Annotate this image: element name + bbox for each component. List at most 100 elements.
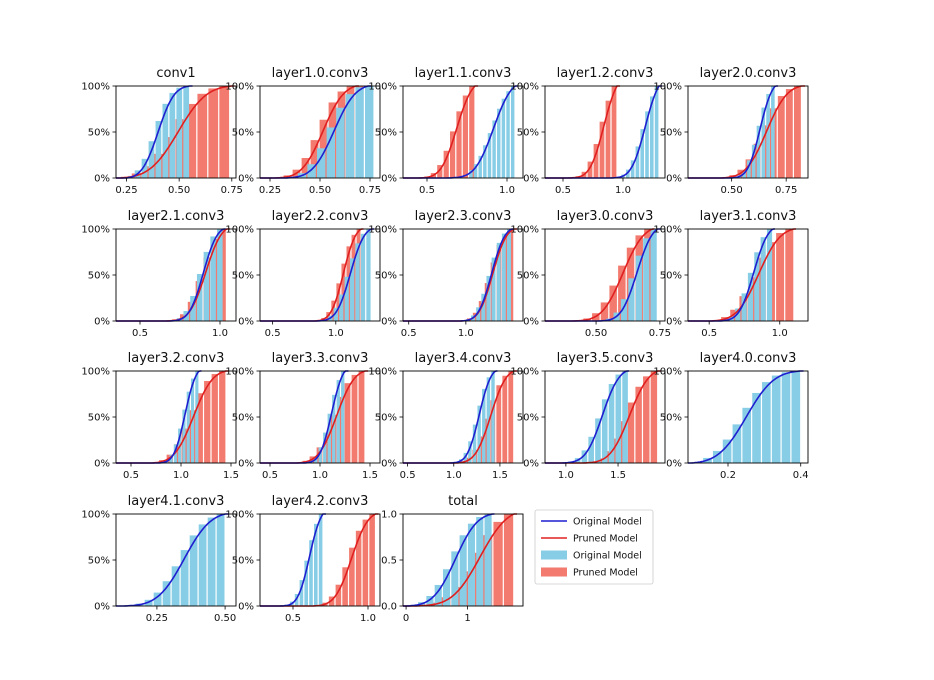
y-tick-label: 0%: [666, 317, 682, 328]
pruned-model-bar: [337, 396, 344, 463]
original-model-bar: [766, 93, 770, 178]
y-tick-label: 0%: [238, 602, 254, 613]
y-tick-label: 0%: [381, 459, 397, 470]
x-tick-label: 0.75: [649, 328, 671, 339]
original-model-bar: [309, 540, 313, 606]
y-tick-label: 50%: [660, 413, 682, 424]
pruned-model-bar: [777, 96, 785, 178]
original-model-bar: [344, 276, 349, 321]
original-model-bar: [366, 229, 371, 321]
x-tick-label: 0.5: [285, 613, 301, 624]
pruned-model-bar: [443, 150, 449, 178]
original-model-bar: [497, 108, 501, 178]
y-tick-label: 100%: [510, 367, 539, 378]
pruned-model-bar: [478, 301, 484, 321]
original-model-bar: [336, 380, 340, 463]
pruned-model-bar: [635, 386, 642, 463]
original-model-bar: [162, 581, 171, 606]
original-model-bar: [487, 133, 492, 178]
pruned-model-bar: [336, 283, 341, 321]
original-model-bar: [741, 293, 747, 321]
y-tick-label: 0%: [666, 459, 682, 470]
subplot-title: layer2.3.conv3: [415, 209, 512, 224]
y-tick-label: 0.5: [381, 556, 397, 567]
subplot-layer3.1.conv3: layer3.1.conv3 0% 50% 100% 0.5 1.0: [653, 209, 809, 339]
original-model-bar: [754, 252, 760, 321]
x-tick-label: 1.0: [328, 328, 344, 339]
pruned-model-bar: [437, 165, 443, 178]
x-tick-label: 0.25: [146, 613, 168, 624]
original-model-bar: [360, 233, 366, 321]
original-model-bar: [484, 514, 492, 606]
y-tick-label: 100%: [368, 82, 397, 93]
subplot-conv1: conv1 0% 50% 100% 0.25 0.50 0.75: [81, 66, 243, 196]
original-model-bar: [640, 129, 644, 178]
pruned-model-bar: [331, 300, 336, 321]
subplot-layer3.5.conv3: layer3.5.conv3 0% 50% 100% 1.0 1.5: [510, 351, 666, 481]
original-model-bar: [463, 452, 468, 463]
pruned-model-bar: [335, 584, 342, 606]
x-tick-label: 0.25: [259, 185, 281, 196]
original-model-line: [688, 370, 804, 464]
x-tick-label: 0.5: [262, 470, 278, 481]
y-tick-label: 50%: [88, 556, 110, 567]
original-model-bar: [712, 450, 722, 463]
pruned-model-bar: [358, 371, 365, 463]
subplot-title: conv1: [156, 66, 195, 81]
pruned-model-bar: [196, 393, 203, 463]
pruned-model-bar: [349, 547, 355, 606]
x-tick-label: 0.50: [214, 613, 236, 624]
original-model-bar: [345, 94, 355, 178]
original-model-bar: [350, 258, 355, 321]
original-model-bar: [771, 375, 781, 463]
pruned-model-bar: [793, 86, 801, 178]
subplot-layer1.0.conv3: layer1.0.conv3 0% 50% 100% 0.25 0.50 0.75: [225, 66, 381, 196]
pruned-model-bar: [587, 161, 593, 178]
original-model-bar: [626, 169, 630, 178]
pruned-model-bar: [493, 521, 503, 606]
subplot-title: layer3.1.conv3: [700, 209, 797, 224]
y-tick-label: 100%: [81, 510, 110, 521]
y-tick-label: 0%: [94, 174, 110, 185]
original-model-bar: [326, 127, 335, 178]
original-model-bar: [182, 409, 186, 463]
original-model-bar: [355, 87, 364, 178]
legend-pruned-bar-label: Pruned Model: [573, 568, 638, 579]
original-model-bar: [588, 436, 594, 463]
original-model-bar: [491, 371, 495, 463]
subplot-layer1.1.conv3: layer1.1.conv3 0% 50% 100% 0.5 1.0: [368, 66, 524, 196]
original-model-bar: [153, 592, 162, 606]
pruned-model-bar: [508, 371, 514, 463]
pruned-model-bar: [605, 100, 611, 178]
original-model-bar: [216, 514, 225, 606]
pruned-model-bar: [355, 530, 362, 606]
pruned-model-bar: [462, 95, 468, 178]
pruned-model-bar: [174, 444, 181, 463]
legend-pruned-line-label: Pruned Model: [573, 534, 638, 545]
original-model-bar: [459, 535, 467, 606]
subplot-title: layer3.3.conv3: [272, 351, 369, 366]
x-tick-label: 1.0: [446, 470, 462, 481]
pruned-model-bar: [456, 111, 462, 178]
pruned-model-bar: [600, 302, 609, 321]
original-model-bar: [622, 371, 628, 463]
original-model-bar: [650, 229, 657, 321]
original-model-bar: [333, 307, 338, 321]
original-model-bar: [294, 594, 299, 606]
y-tick-label: 0%: [523, 317, 539, 328]
x-tick-label: 0.75: [775, 185, 797, 196]
pruned-model-bar: [643, 376, 650, 463]
y-tick-label: 100%: [81, 82, 110, 93]
original-model-bar: [747, 160, 751, 178]
original-model-bar: [442, 569, 451, 606]
original-model-bar: [467, 523, 476, 606]
legend-original-bar-swatch: [541, 550, 567, 560]
y-tick-label: 50%: [517, 271, 539, 282]
y-tick-label: 0%: [381, 174, 397, 185]
y-tick-label: 50%: [232, 413, 254, 424]
original-model-bar: [476, 517, 484, 606]
subplot-layer4.1.conv3: layer4.1.conv3 0% 50% 100% 0.25 0.50: [81, 494, 237, 624]
pruned-model-bar: [604, 451, 612, 463]
subplot-title: layer4.1.conv3: [128, 494, 225, 509]
